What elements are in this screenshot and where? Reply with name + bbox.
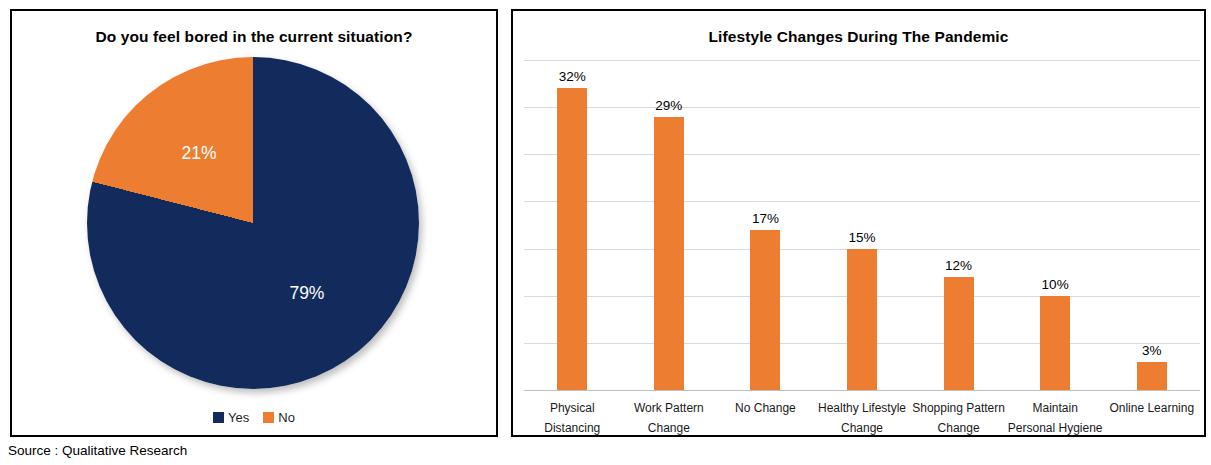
bar-value-label: 32% <box>559 69 586 84</box>
category-label: Healthy Lifestyle Change <box>814 398 911 439</box>
bar-value-label: 10% <box>1042 277 1069 292</box>
bar-slot: 10% <box>1007 60 1104 390</box>
bar-category-axis: Physical DistancingWork Pattern ChangeNo… <box>524 398 1200 439</box>
bar-slot: 15% <box>814 60 911 390</box>
category-label: Work Pattern Change <box>621 398 718 439</box>
bar <box>847 249 877 390</box>
bar-chart-panel: Lifestyle Changes During The Pandemic 32… <box>511 9 1206 437</box>
legend-swatch-icon <box>213 412 224 423</box>
bar-slot: 32% <box>524 60 621 390</box>
bar-value-label: 17% <box>752 211 779 226</box>
pie-slice-label: 21% <box>182 143 217 164</box>
bar-plot-area: 32% 29% 17% 15% 12% 10% 3% <box>524 60 1200 390</box>
legend-item-no: No <box>263 410 295 425</box>
pie-graphic: 79% 21% <box>87 57 419 389</box>
legend-label: No <box>278 410 295 425</box>
source-note: Source : Qualitative Research <box>8 443 187 458</box>
bar-slot: 17% <box>717 60 814 390</box>
bar-slot: 3% <box>1103 60 1200 390</box>
bar <box>944 277 974 390</box>
x-axis-line <box>524 390 1200 391</box>
bar <box>750 230 780 390</box>
pie-legend: Yes No <box>12 410 496 425</box>
bar-value-label: 15% <box>848 230 875 245</box>
bar-value-label: 12% <box>945 258 972 273</box>
bar <box>1137 362 1167 390</box>
bar <box>557 88 587 390</box>
bar-slot: 12% <box>910 60 1007 390</box>
bar-slot: 29% <box>621 60 718 390</box>
category-label: Maintain Personal Hygiene <box>1007 398 1104 439</box>
bar <box>654 117 684 390</box>
category-label: Shopping Pattern Change <box>910 398 1007 439</box>
pie-chart-title: Do you feel bored in the current situati… <box>12 28 496 46</box>
bar-value-label: 3% <box>1142 343 1162 358</box>
bar-chart-title: Lifestyle Changes During The Pandemic <box>513 28 1204 46</box>
category-label: No Change <box>717 398 814 439</box>
pie-chart-panel: Do you feel bored in the current situati… <box>10 9 498 437</box>
category-label: Online Learning <box>1103 398 1200 439</box>
legend-swatch-icon <box>263 412 274 423</box>
legend-label: Yes <box>228 410 249 425</box>
bar-value-label: 29% <box>655 98 682 113</box>
category-label: Physical Distancing <box>524 398 621 439</box>
pie-slice-label: 79% <box>289 282 324 303</box>
legend-item-yes: Yes <box>213 410 249 425</box>
figure-canvas: Do you feel bored in the current situati… <box>0 0 1211 465</box>
bar <box>1040 296 1070 390</box>
